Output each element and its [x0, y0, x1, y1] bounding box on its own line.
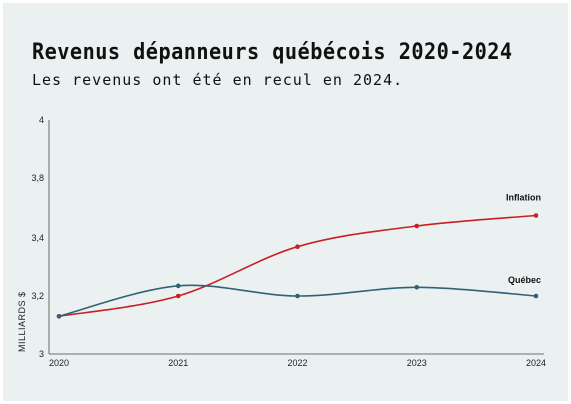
- y-tick-label: 3: [39, 349, 44, 359]
- data-point-quebec: [56, 314, 62, 319]
- data-point-inflation: [175, 293, 181, 299]
- chart-axes: [48, 120, 544, 355]
- series-label-inflation: Inflation: [506, 193, 541, 203]
- y-tick-label: 3,8: [31, 173, 44, 183]
- chart-title: Revenus dépanneurs québécois 2020-2024: [32, 40, 513, 65]
- chart-subtitle: Les revenus ont été en recul en 2024.: [32, 71, 404, 89]
- chart-series: Inflation Québec: [56, 193, 541, 319]
- data-point-inflation: [295, 244, 300, 249]
- y-tick-label: 4: [39, 115, 44, 125]
- y-tick-label: 3,4: [31, 233, 44, 243]
- x-tick-label: 2022: [287, 358, 307, 368]
- x-tick-label: 2020: [49, 358, 69, 368]
- x-tick-labels: 2020 2021 2022 2023 2024: [49, 358, 546, 368]
- x-tick-label: 2023: [407, 358, 427, 368]
- data-point-quebec: [295, 293, 300, 299]
- y-axis-label: MILLIARDS $: [17, 291, 27, 352]
- x-tick-label: 2024: [526, 358, 546, 368]
- y-tick-label: 3,2: [31, 291, 44, 301]
- data-point-inflation: [414, 223, 420, 229]
- series-label-quebec: Québec: [508, 275, 541, 285]
- x-tick-label: 2021: [168, 358, 188, 368]
- data-point-quebec: [533, 293, 539, 299]
- chart-card: [3, 3, 568, 401]
- data-point-quebec: [414, 285, 420, 290]
- series-line-inflation: [58, 214, 537, 318]
- series-line-quebec: [58, 284, 537, 318]
- y-tick-labels: 3 3,2 3,4 3,8 4: [31, 115, 44, 359]
- data-point-inflation: [533, 213, 539, 218]
- data-point-quebec: [175, 283, 181, 289]
